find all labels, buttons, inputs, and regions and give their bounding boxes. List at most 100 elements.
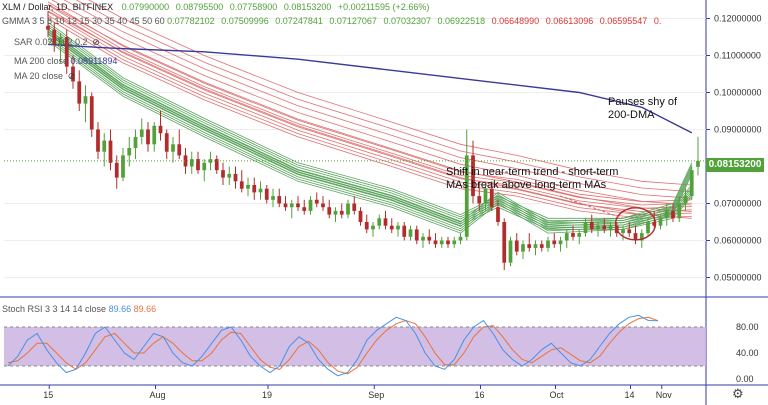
- interval-label[interactable]: 1D: [56, 2, 68, 12]
- gmma-short-line: [47, 33, 693, 227]
- candle-body: [327, 207, 332, 215]
- symbol-label[interactable]: XLM / Dollar: [2, 2, 52, 12]
- candle-body: [277, 196, 282, 204]
- time-tick-label: 15: [43, 390, 53, 400]
- candle-body: [364, 222, 369, 230]
- gmma-short-line: [47, 38, 693, 232]
- candle-body: [496, 207, 500, 222]
- gmma-short-line: [47, 30, 693, 228]
- candle-body: [58, 37, 63, 45]
- stoch-rsi-tick-label: 0.00: [736, 374, 754, 384]
- stoch-rsi-band: [4, 327, 706, 366]
- candle-body: [121, 155, 125, 178]
- candle-body: [152, 125, 157, 145]
- annotation-trend: Shift in near-term trend - short-term MA…: [446, 166, 618, 192]
- candle-body: [158, 125, 163, 134]
- time-tick-label: Nov: [656, 390, 673, 400]
- candle-body: [652, 222, 657, 226]
- candle-body: [239, 181, 244, 189]
- candle-body: [671, 210, 675, 219]
- candle-body: [233, 173, 238, 182]
- candle-body: [383, 218, 388, 226]
- stoch-rsi-k-value: 89.66: [108, 304, 132, 314]
- gmma-value-2: 0.07509996: [221, 16, 269, 26]
- candle-body: [171, 144, 175, 152]
- candle-body: [527, 244, 532, 248]
- time-tick-label: Aug: [150, 390, 166, 400]
- candle-body: [489, 188, 494, 208]
- candle-body: [83, 96, 88, 104]
- candle-body: [696, 160, 700, 167]
- gmma-value-9: 0.06595547: [599, 16, 648, 26]
- candle-body: [77, 81, 82, 104]
- gmma-value-1: 0.07782102: [167, 16, 215, 26]
- candle-body: [389, 225, 394, 230]
- candle-body: [558, 240, 563, 245]
- candle-body: [602, 225, 607, 230]
- ma20-label: MA 20 close: [14, 71, 64, 81]
- time-tick-label: Sep: [368, 390, 384, 400]
- candle-body: [227, 173, 232, 178]
- exchange-label: BITFINEX: [72, 2, 114, 12]
- gmma-short-line: [47, 26, 693, 224]
- candle-body: [477, 196, 482, 204]
- ohlc-close: 0.08153200: [283, 2, 332, 12]
- candle-body: [321, 203, 325, 208]
- gmma-short-line: [47, 24, 693, 221]
- candle-body: [296, 203, 300, 208]
- annotation-200dma-line1: Pauses shy of: [608, 96, 678, 108]
- candle-body: [452, 240, 457, 245]
- sar-legend[interactable]: SAR 0.02 0.02 0.2 ⊘: [14, 37, 102, 48]
- gmma-short-line: [47, 28, 693, 226]
- gmma-label: GMMA 3 5 8 10 12 15 30 35 40 45 50 60: [2, 16, 165, 26]
- candle-body: [583, 222, 588, 234]
- eye-hidden-icon[interactable]: ⊘: [67, 71, 76, 81]
- gmma-value-7: 0.06648990: [491, 16, 540, 26]
- annotation-pointer: [559, 195, 624, 219]
- candle-body: [108, 140, 113, 163]
- gmma-legend[interactable]: GMMA 3 5 8 10 12 15 30 35 40 45 50 60 0.…: [2, 16, 665, 26]
- ma200-line: [47, 43, 693, 134]
- candle-body: [427, 236, 432, 241]
- candle-body: [633, 233, 638, 241]
- candle-body: [46, 25, 50, 30]
- candle-body: [221, 170, 225, 178]
- candle-body: [214, 159, 219, 171]
- candle-body: [502, 222, 507, 263]
- candle-body: [521, 244, 525, 252]
- candle-body: [664, 210, 669, 219]
- stoch-rsi-legend[interactable]: Stoch RSI 3 3 14 14 close 89.66 89.66: [2, 304, 156, 314]
- candle-body: [346, 203, 350, 215]
- candle-body: [539, 244, 544, 248]
- eye-hidden-icon[interactable]: ⊘: [92, 37, 100, 47]
- candle-body: [414, 229, 419, 241]
- time-tick-label: 19: [262, 390, 272, 400]
- annotation-trend-line2: MAs break above long-term MAs: [446, 179, 607, 191]
- candle-body: [52, 29, 57, 45]
- sar-label: SAR 0.02 0.02 0.2: [14, 37, 88, 47]
- candle-body: [546, 240, 550, 248]
- settings-gear-icon[interactable]: ⚙: [732, 386, 744, 401]
- gmma-long-line: [47, 4, 692, 212]
- candle-body: [264, 188, 269, 200]
- gmma-value-4: 0.07127067: [329, 16, 377, 26]
- gmma-short-line: [47, 35, 693, 230]
- candle-body: [71, 66, 75, 82]
- stoch-rsi-label: Stoch RSI 3 3 14 14 close: [2, 304, 107, 314]
- candle-body: [402, 225, 407, 237]
- candle-body: [458, 236, 463, 241]
- candle-body: [621, 229, 625, 234]
- price-tick-label: 0.09000000: [714, 125, 762, 135]
- candle-body: [333, 210, 338, 215]
- candle-body: [433, 240, 438, 245]
- ma20-legend[interactable]: MA 20 close ⊘: [14, 71, 78, 82]
- candle-body: [302, 207, 307, 211]
- annotation-200dma: Pauses shy of 200-DMA: [608, 96, 677, 122]
- candle-body: [564, 233, 569, 241]
- ohlc-low: 0.07758900: [229, 2, 278, 12]
- ma200-legend[interactable]: MA 200 close 0.08911894: [14, 56, 117, 66]
- gmma-short-line: [47, 29, 693, 223]
- price-tick-label: 0.11000000: [714, 51, 761, 61]
- gmma-long-line: [47, 1, 692, 203]
